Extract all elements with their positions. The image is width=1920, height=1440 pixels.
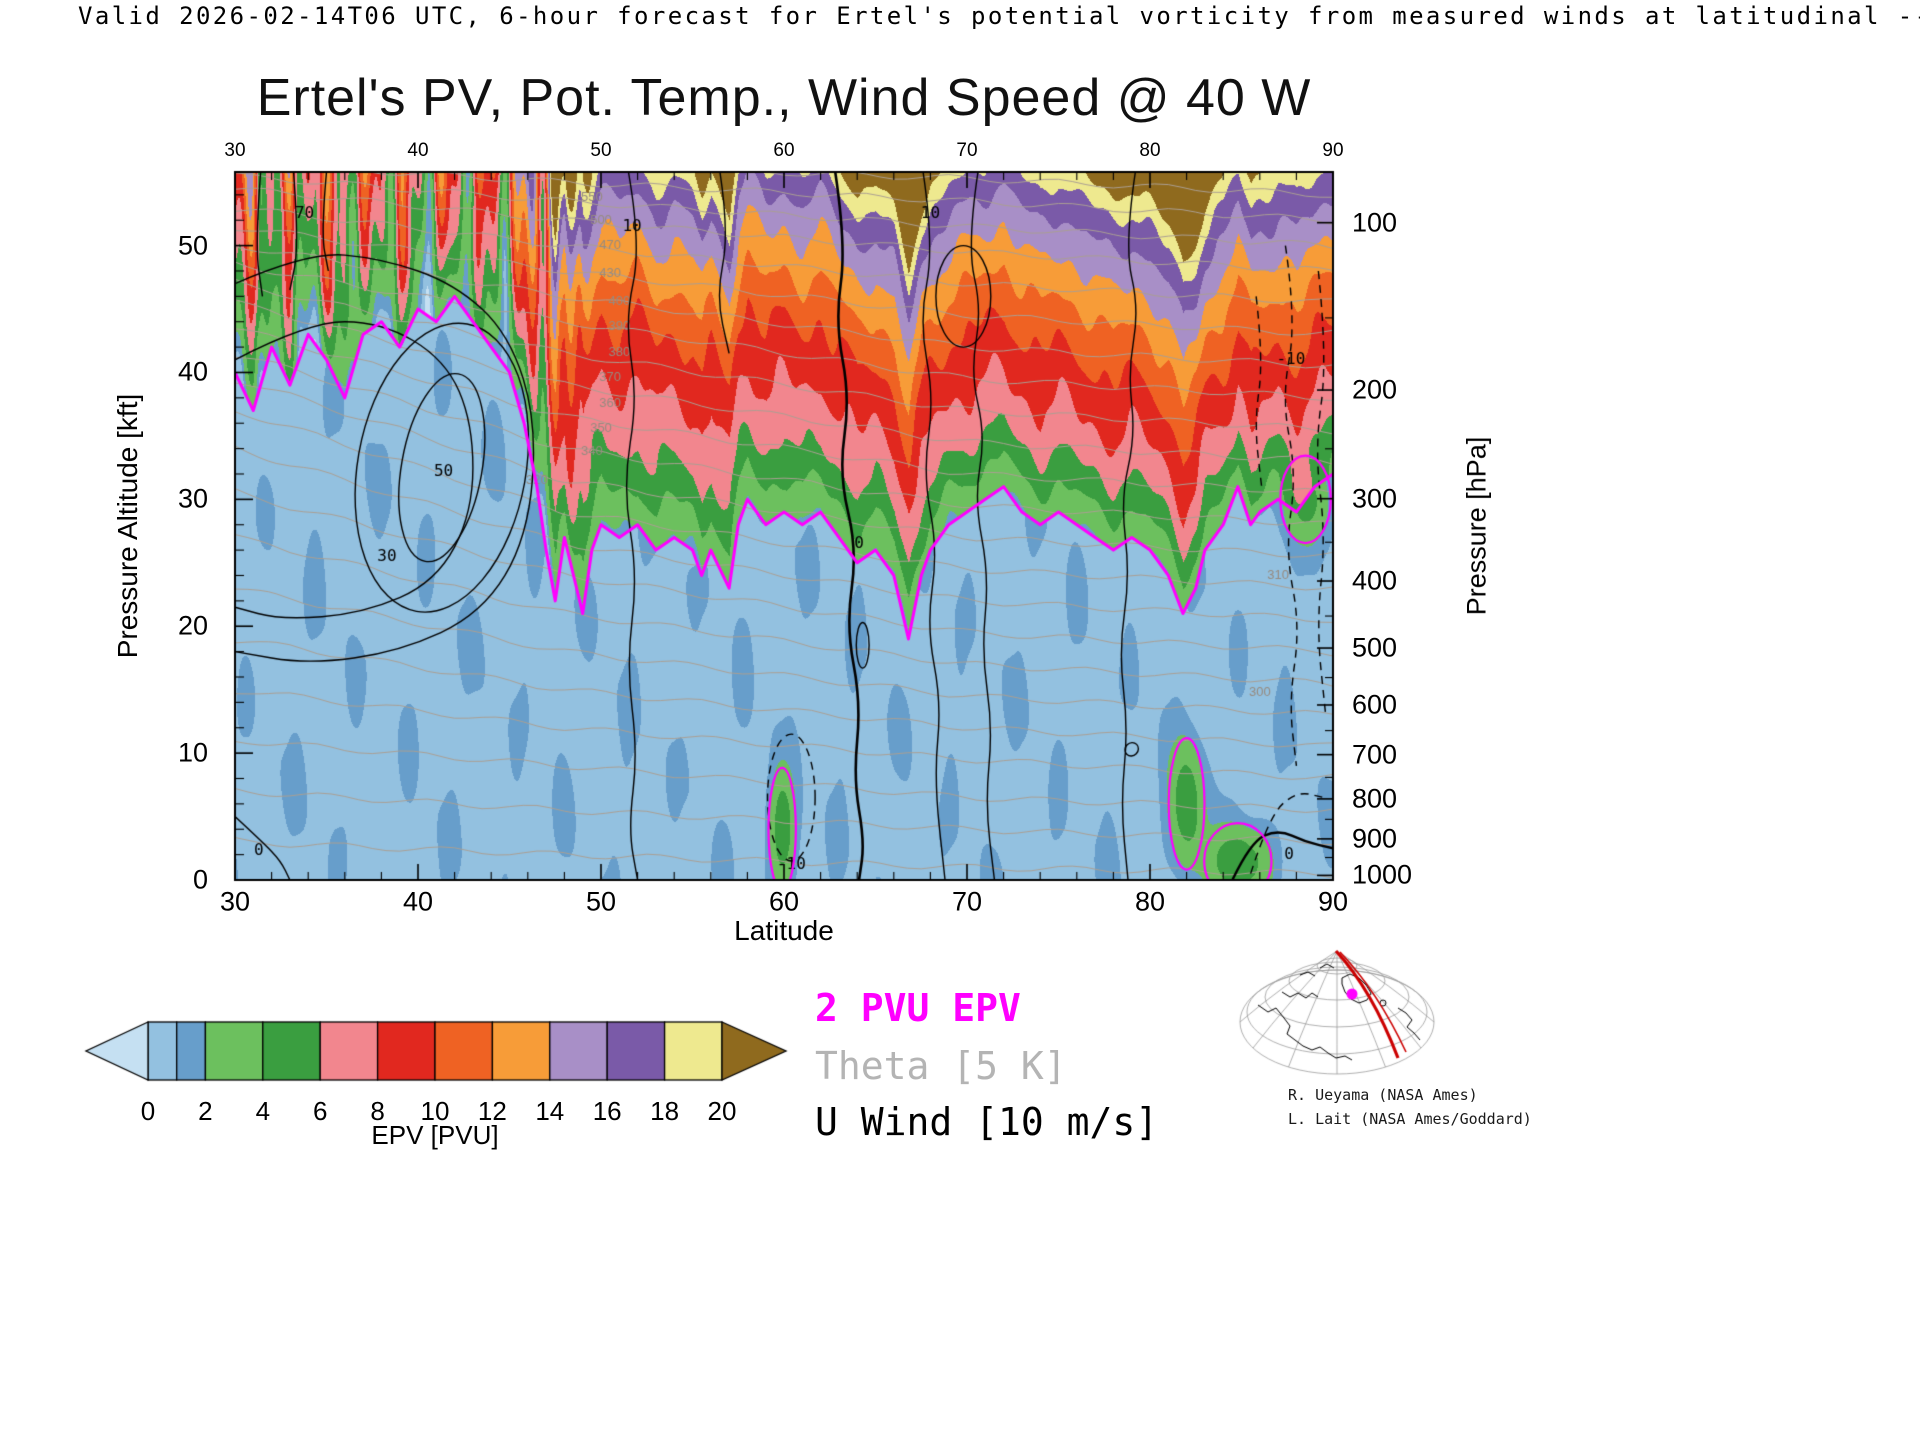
x-tick-top-label: 50 <box>590 140 612 161</box>
colorbar-tick-label: 4 <box>255 1096 271 1126</box>
x-tick-label: 80 <box>1134 886 1166 917</box>
colorbar-tick-label: 20 <box>707 1096 737 1126</box>
x-tick-label: 40 <box>402 886 434 917</box>
y-right-tick-label: 600 <box>1352 689 1398 720</box>
x-tick-top-label: 60 <box>773 140 795 161</box>
y-axis-title-left: Pressure Altitude [kft] <box>112 393 143 659</box>
legend-2pvu-epv: 2 PVU EPV <box>815 986 1021 1030</box>
colorbar-tick-label: 6 <box>312 1096 328 1126</box>
x-tick-top-label: 40 <box>407 140 429 161</box>
y-left-tick-label: 30 <box>177 483 208 514</box>
colorbar-tick-label: 0 <box>140 1096 156 1126</box>
chart-title: Ertel's PV, Pot. Temp., Wind Speed @ 40 … <box>256 69 1312 127</box>
x-tick-top-label: 70 <box>956 140 978 161</box>
x-tick-top-label: 80 <box>1139 140 1161 161</box>
y-axis-title-right: Pressure [hPa] <box>1461 436 1492 616</box>
y-right-tick-label: 700 <box>1352 739 1398 770</box>
colorbar-tick-label: 12 <box>477 1096 507 1126</box>
credit-line-1: R. Ueyama (NASA Ames) <box>1288 1086 1478 1104</box>
y-right-tick-label: 300 <box>1352 483 1398 514</box>
x-axis-title: Latitude <box>734 915 834 946</box>
x-tick-label: 70 <box>951 886 983 917</box>
colorbar-tick-label: 16 <box>592 1096 622 1126</box>
colorbar-title: EPV [PVU] <box>371 1120 499 1150</box>
colorbar-tick-label: 2 <box>198 1096 213 1126</box>
x-tick-top-label: 30 <box>224 140 246 161</box>
x-tick-label: 90 <box>1317 886 1349 917</box>
legend-u-wind: U Wind [10 m/s] <box>815 1100 1159 1144</box>
y-left-tick-label: 0 <box>192 864 208 895</box>
credit-line-2: L. Lait (NASA Ames/Goddard) <box>1288 1110 1532 1128</box>
y-right-tick-label: 100 <box>1352 207 1398 238</box>
y-right-tick-label: 1000 <box>1352 859 1413 890</box>
colorbar-tick-label: 10 <box>420 1096 450 1126</box>
y-right-tick-label: 500 <box>1352 632 1398 663</box>
x-tick-label: 30 <box>219 886 251 917</box>
y-left-tick-label: 50 <box>177 230 208 261</box>
y-right-tick-label: 800 <box>1352 783 1398 814</box>
y-left-tick-label: 40 <box>177 356 208 387</box>
legend-theta: Theta [5 K] <box>815 1044 1067 1088</box>
valid-time-header: Valid 2026-02-14T06 UTC, 6-hour forecast… <box>78 2 1920 30</box>
y-left-tick-label: 20 <box>177 610 208 641</box>
y-right-tick-label: 900 <box>1352 823 1398 854</box>
x-tick-label: 50 <box>585 886 617 917</box>
y-right-tick-label: 400 <box>1352 565 1398 596</box>
colorbar-tick-label: 8 <box>370 1096 385 1126</box>
colorbar-tick-label: 18 <box>650 1096 680 1126</box>
x-tick-top-label: 90 <box>1322 140 1344 161</box>
y-right-tick-label: 200 <box>1352 374 1398 405</box>
colorbar-tick-label: 14 <box>535 1096 565 1126</box>
x-tick-label: 60 <box>768 886 800 917</box>
y-left-tick-label: 10 <box>177 737 208 768</box>
